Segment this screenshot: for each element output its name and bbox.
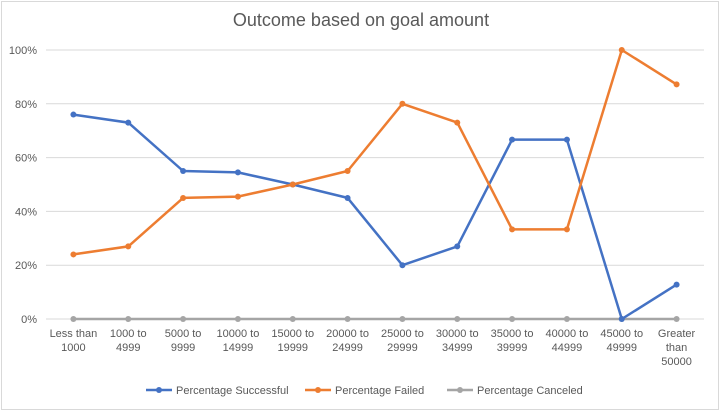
legend-marker-point	[315, 387, 321, 393]
data-point	[234, 316, 241, 322]
chart-title: Outcome based on goal amount	[232, 10, 490, 30]
data-point	[399, 262, 406, 269]
data-point	[618, 316, 625, 322]
data-point	[673, 316, 680, 322]
x-tick-label: 20000 to	[326, 328, 369, 340]
data-point	[180, 168, 187, 175]
legend-label: Percentage Successful	[176, 385, 289, 397]
data-point	[289, 181, 296, 188]
y-tick-label: 100%	[9, 45, 37, 57]
x-tick-label: 35000 to	[491, 328, 534, 340]
x-tick-label: Greater	[658, 328, 696, 340]
x-tick-label: 15000 to	[271, 328, 314, 340]
data-point	[399, 100, 406, 107]
x-tick-label: Less than	[50, 328, 98, 340]
data-point	[125, 119, 132, 126]
data-point	[673, 81, 680, 88]
data-point	[563, 226, 570, 233]
x-tick-label: 9999	[171, 342, 195, 354]
data-point	[454, 119, 461, 126]
x-tick-label: 29999	[387, 342, 418, 354]
legend-marker-point	[156, 387, 162, 393]
x-tick-label: 39999	[497, 342, 528, 354]
data-point	[673, 281, 680, 288]
x-tick-label: than	[666, 342, 687, 354]
legend-label: Percentage Failed	[335, 385, 424, 397]
x-tick-label: 45000 to	[600, 328, 643, 340]
data-point	[563, 136, 570, 143]
x-tick-label: 1000 to	[110, 328, 147, 340]
data-point	[509, 136, 516, 143]
x-tick-label: 49999	[606, 342, 637, 354]
legend-marker-point	[457, 387, 463, 393]
y-tick-label: 40%	[15, 206, 37, 218]
x-tick-label: 34999	[442, 342, 473, 354]
data-point	[70, 251, 77, 258]
data-point	[125, 316, 132, 322]
x-tick-label: 19999	[277, 342, 308, 354]
x-tick-label: 14999	[223, 342, 254, 354]
data-point	[454, 316, 461, 322]
x-tick-label: 1000	[61, 342, 85, 354]
y-tick-label: 0%	[21, 314, 37, 326]
x-tick-label: 25000 to	[381, 328, 424, 340]
y-tick-label: 80%	[15, 99, 37, 111]
data-point	[509, 226, 516, 233]
data-point	[344, 168, 351, 175]
data-point	[234, 193, 241, 200]
data-point	[454, 243, 461, 250]
data-point	[399, 316, 406, 322]
x-tick-label: 4999	[116, 342, 140, 354]
data-point	[180, 194, 187, 201]
x-tick-label: 5000 to	[165, 328, 202, 340]
y-tick-label: 20%	[15, 260, 37, 272]
data-point	[70, 316, 77, 322]
data-point	[125, 243, 132, 250]
legend-label: Percentage Canceled	[477, 385, 583, 397]
data-point	[509, 316, 516, 322]
series-line	[72, 113, 678, 321]
x-tick-label: 44999	[552, 342, 583, 354]
data-point	[180, 316, 187, 322]
x-tick-label: 24999	[332, 342, 363, 354]
data-point	[563, 316, 570, 322]
data-point	[70, 111, 77, 118]
data-point	[344, 194, 351, 201]
data-point	[289, 316, 296, 322]
series-line	[72, 48, 678, 256]
x-tick-label: 10000 to	[217, 328, 260, 340]
data-point	[234, 169, 241, 176]
data-point	[344, 316, 351, 322]
x-tick-label: 40000 to	[546, 328, 589, 340]
y-tick-label: 60%	[15, 153, 37, 165]
x-tick-label: 50000	[661, 356, 692, 368]
data-point	[618, 47, 625, 53]
x-tick-label: 30000 to	[436, 328, 479, 340]
